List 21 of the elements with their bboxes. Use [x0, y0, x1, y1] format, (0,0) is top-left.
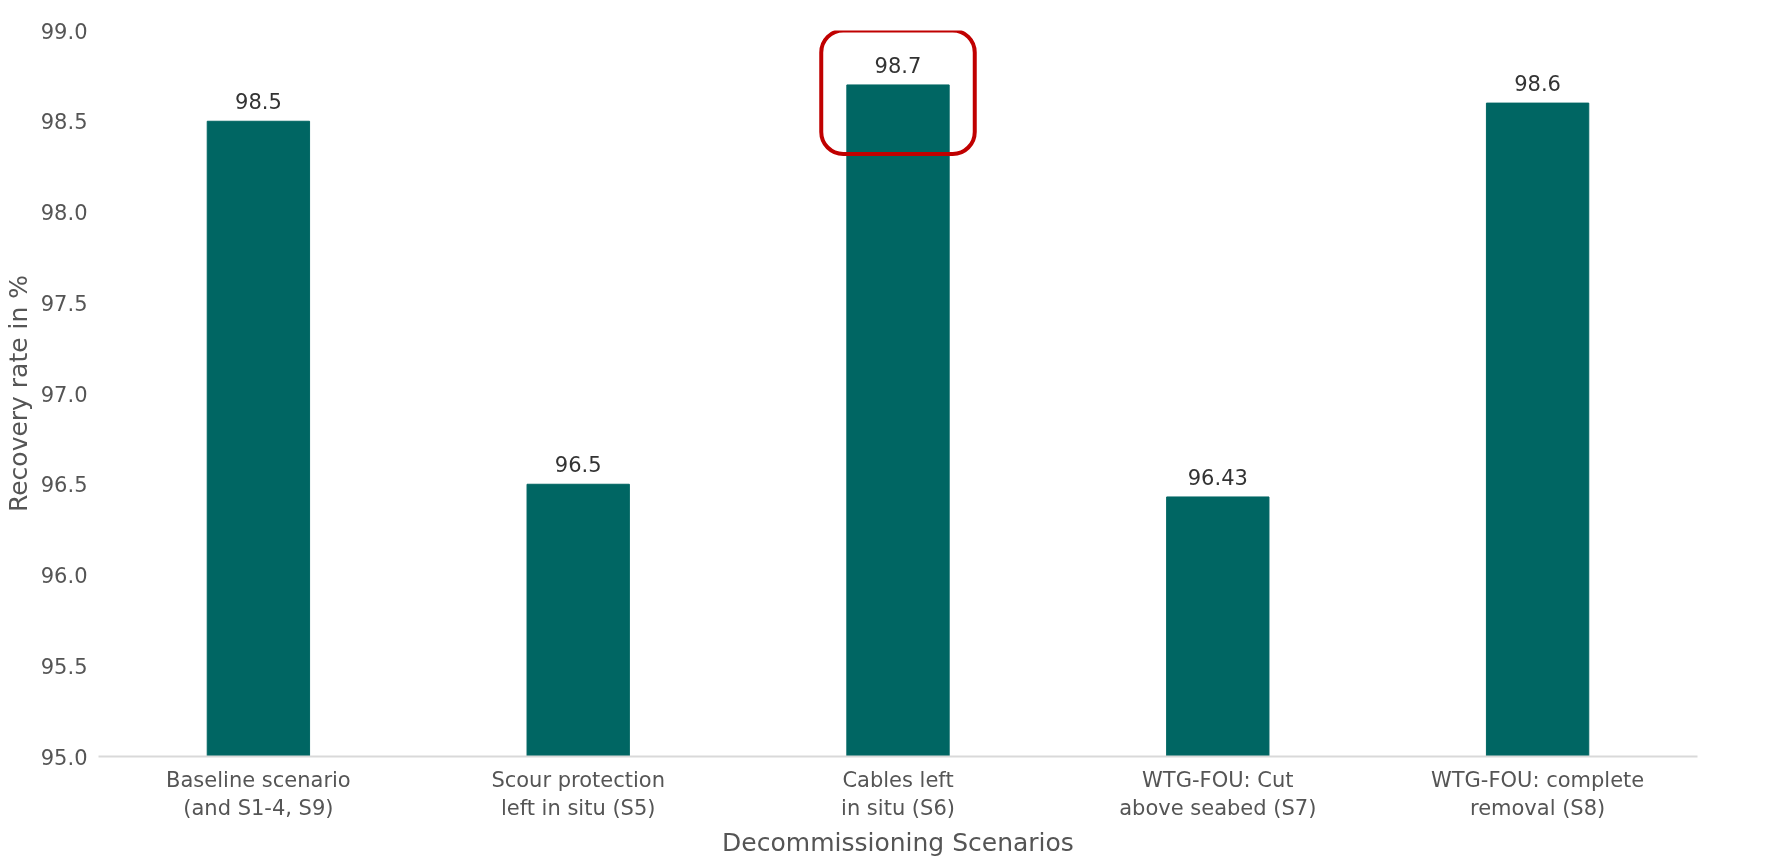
x-tick-label: WTG-FOU: complete removal (S8) — [1430, 767, 1645, 821]
x-tick-label: Scour protection left in situ (S5) — [491, 767, 666, 821]
data-label: 96.5 — [554, 453, 602, 478]
data-label: 98.7 — [874, 53, 922, 78]
y-tick-label: 97.0 — [40, 382, 88, 407]
y-tick-label: 98.0 — [40, 201, 88, 225]
x-tick-label: Cables left in situ (S6) — [841, 767, 955, 821]
y-tick-label: 97.5 — [40, 291, 88, 316]
x-tick-label: WTG-FOU: Cut above seabed (S7) — [1119, 767, 1317, 821]
data-label: 98.6 — [1514, 72, 1561, 97]
x-axis-title: Decommissioning Scenarios — [722, 828, 1074, 858]
x-tick-label: Baseline scenario (and S1-4, S9) — [166, 767, 351, 821]
y-tick-label: 99.0 — [40, 19, 88, 44]
y-tick-label: 98.5 — [40, 110, 88, 135]
y-tick-label: 95.0 — [40, 745, 88, 770]
data-label: 96.43 — [1187, 465, 1248, 490]
y-axis-title: Recovery rate in % — [3, 274, 33, 513]
y-tick-label: 95.5 — [40, 654, 88, 679]
y-tick-label: 96.5 — [40, 473, 88, 498]
data-label: 98.5 — [235, 90, 282, 115]
y-tick-label: 96.0 — [40, 564, 88, 588]
